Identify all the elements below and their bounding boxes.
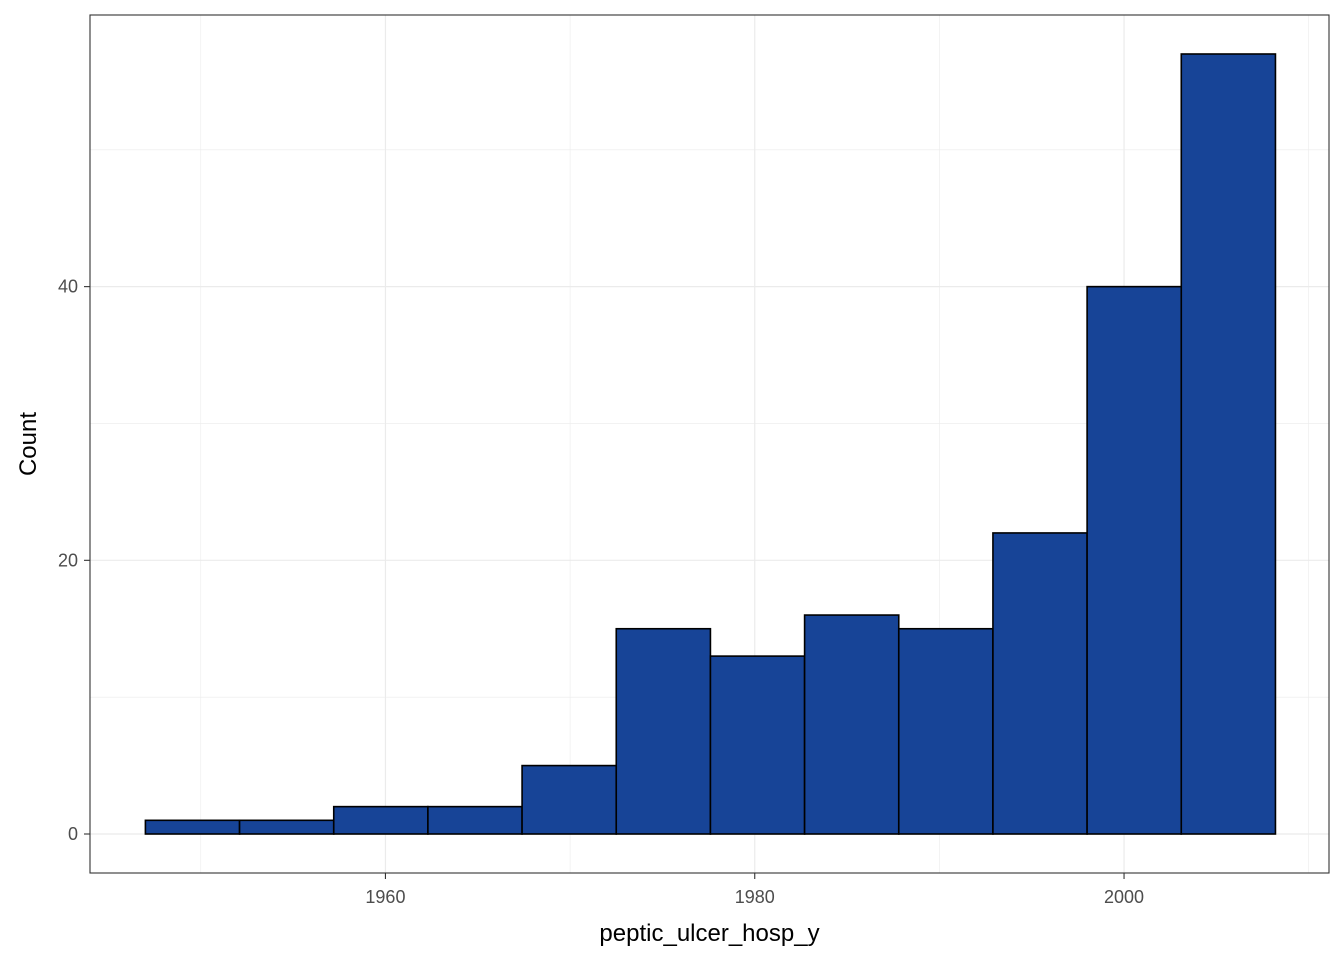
axis-tick-labels: 1960 1980 2000 0 20 40	[58, 277, 1144, 907]
histogram-bars	[144, 53, 1277, 835]
y-tick-label: 40	[58, 277, 78, 297]
histogram-bar	[1086, 285, 1183, 835]
histogram-bar	[144, 819, 241, 835]
x-axis-title: peptic_ulcer_hosp_y	[599, 920, 819, 947]
histogram-bar	[992, 532, 1088, 835]
y-axis-title: Count	[15, 412, 42, 476]
histogram-bar	[897, 627, 994, 835]
histogram-bar	[521, 764, 618, 835]
panel-border	[89, 14, 1330, 874]
axis-ticks	[84, 286, 1125, 879]
x-tick-label: 1960	[365, 887, 405, 907]
histogram-bar	[427, 805, 523, 835]
histogram-bar	[238, 819, 335, 835]
histogram-bar	[615, 627, 712, 835]
histogram-bar	[803, 614, 900, 835]
y-tick-label: 0	[68, 824, 78, 844]
y-tick-label: 20	[58, 550, 78, 570]
histogram-bar	[332, 805, 429, 835]
histogram-bar	[1180, 53, 1277, 835]
histogram-bar	[709, 655, 806, 835]
x-tick-label: 2000	[1104, 887, 1144, 907]
x-tick-label: 1980	[735, 887, 775, 907]
